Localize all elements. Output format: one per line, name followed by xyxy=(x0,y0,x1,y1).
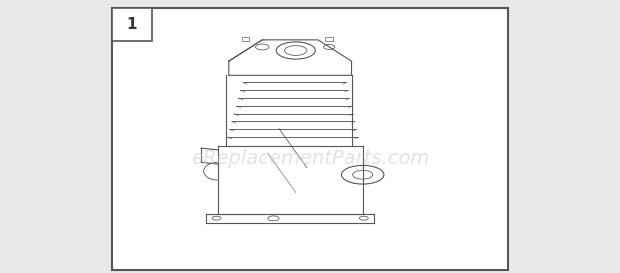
Bar xyxy=(112,8,152,41)
Bar xyxy=(242,37,249,41)
Text: eReplacementParts.com: eReplacementParts.com xyxy=(191,149,429,168)
Bar xyxy=(112,8,508,270)
Text: 1: 1 xyxy=(126,17,137,32)
Bar xyxy=(326,37,333,41)
